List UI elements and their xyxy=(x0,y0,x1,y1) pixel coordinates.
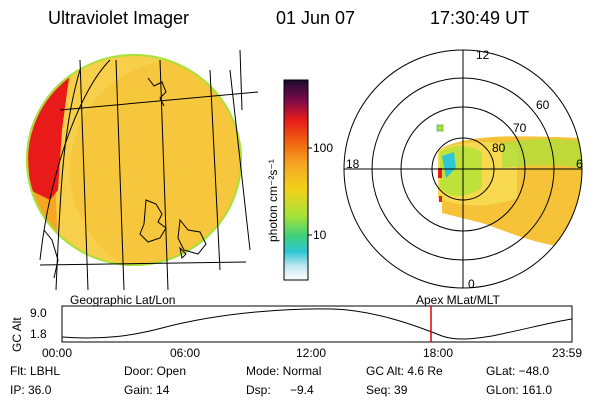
seq-readout: Seq: 39 xyxy=(366,383,408,397)
altitude-axis-label: GC Alt xyxy=(10,317,24,352)
colorbar-tick-10: 10 xyxy=(313,228,327,242)
mlt-label-18: 18 xyxy=(346,157,360,171)
colorbar xyxy=(283,79,312,281)
time-label: 17:30:49 UT xyxy=(430,8,530,28)
mlt-label-0: 0 xyxy=(468,277,475,291)
colorbar-unit-label: photon cm⁻²s⁻¹ xyxy=(266,159,280,242)
glon-readout: GLon: 161.0 xyxy=(486,383,553,397)
gc-alt-readout: GC Alt: 4.6 Re xyxy=(366,364,443,378)
time-tick-0600: 06:00 xyxy=(170,346,201,360)
app-title: Ultraviolet Imager xyxy=(48,8,190,28)
time-tick-0000: 00:00 xyxy=(42,346,73,360)
altitude-strip xyxy=(61,305,573,343)
altitude-tick-9: 9.0 xyxy=(30,306,47,320)
glat-readout: GLat: −48.0 xyxy=(486,364,550,378)
door-readout: Door: Open xyxy=(124,364,187,378)
polar-plot xyxy=(343,49,583,289)
time-tick-1800: 18:00 xyxy=(423,346,454,360)
mode-readout: Mode: Normal xyxy=(246,364,322,378)
geographic-caption: Geographic Lat/Lon xyxy=(70,293,176,307)
geographic-image xyxy=(26,49,259,291)
dsp-label: Dsp: xyxy=(246,383,271,397)
mlat-label-80: 80 xyxy=(492,141,506,155)
colorbar-tick-100: 100 xyxy=(313,141,334,155)
altitude-tick-1-8: 1.8 xyxy=(30,327,47,341)
polar-caption: Apex MLat/MLT xyxy=(416,293,500,307)
gain-readout: Gain: 14 xyxy=(124,383,170,397)
ip-readout: IP: 36.0 xyxy=(10,383,52,397)
time-tick-1200: 12:00 xyxy=(296,346,327,360)
date-label: 01 Jun 07 xyxy=(276,8,356,28)
mlat-label-70: 70 xyxy=(513,121,527,135)
mlat-label-60: 60 xyxy=(536,98,550,112)
time-tick-2359: 23:59 xyxy=(552,346,583,360)
filter-readout: Flt: LBHL xyxy=(10,364,61,378)
mlt-label-6: 6 xyxy=(576,157,583,171)
dsp-value: −9.4 xyxy=(290,383,314,397)
mlt-label-12: 12 xyxy=(476,48,490,62)
